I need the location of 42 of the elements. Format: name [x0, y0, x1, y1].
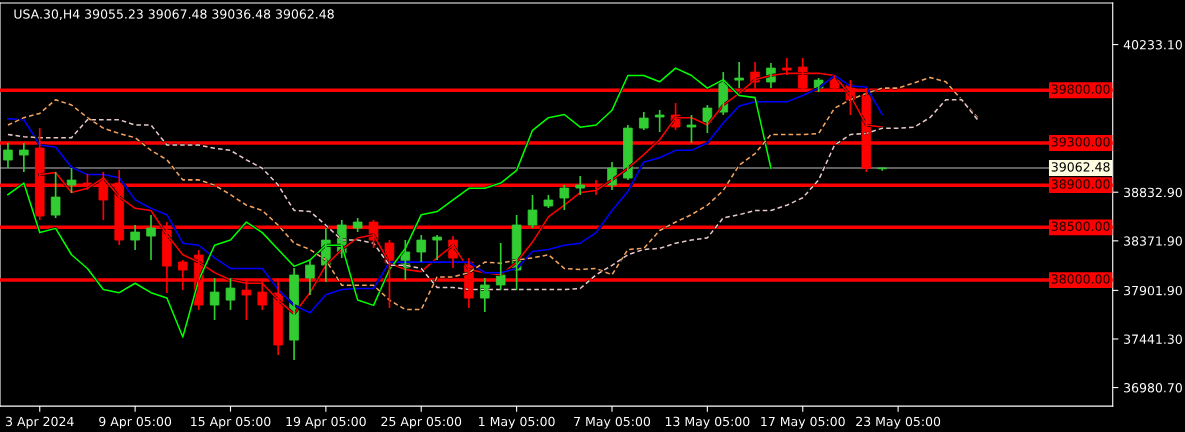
chart-title: USA.30,H4 39055.23 39067.48 39036.48 39062.48	[14, 9, 334, 21]
candlestick	[209, 277, 220, 321]
x-tick-label: 19 Apr 05:00	[286, 416, 366, 429]
y-tick-label: 37441.30	[1124, 334, 1182, 344]
x-tick-label: 9 Apr 05:00	[99, 416, 172, 429]
candlestick	[416, 234, 427, 263]
x-tick-label: 1 May 05:00	[479, 416, 555, 429]
x-tick-label: 7 May 05:00	[574, 416, 651, 429]
y-tick-label: 40233.10	[1123, 40, 1182, 50]
candlestick	[225, 277, 236, 311]
ref-line-label: 38900.00	[1051, 179, 1110, 189]
x-tick-label: 15 Apr 05:00	[191, 416, 271, 429]
y-tick-label: 38832.90	[1124, 187, 1182, 198]
candlestick	[559, 184, 570, 211]
candlestick	[50, 171, 61, 219]
y-tick-label: 38371.90	[1124, 236, 1182, 246]
candlestick	[3, 142, 13, 169]
x-tick-label: 23 May 05:00	[856, 416, 941, 429]
candlestick	[686, 114, 697, 144]
candlestick	[527, 194, 538, 229]
y-tick-label: 37901.90	[1124, 285, 1182, 296]
candlestick	[66, 167, 77, 194]
x-tick-label: 25 Apr 05:00	[381, 416, 462, 429]
ref-line-label: 39800.00	[1051, 84, 1110, 94]
x-tick-label: 17 May 05:00	[761, 416, 845, 429]
y-tick-label: 36980.70	[1124, 383, 1182, 393]
x-tick-label: 3 Apr 2024	[6, 416, 74, 429]
candlestick	[877, 166, 888, 172]
candlestick	[575, 175, 585, 196]
ref-line-label: 39062.48	[1051, 162, 1110, 172]
candlestick	[734, 61, 744, 89]
candlestick	[638, 111, 649, 131]
x-tick-label: 13 May 05:00	[665, 416, 750, 429]
candlestick	[432, 234, 442, 261]
candlestick	[146, 214, 156, 261]
ref-line-label: 38500.00	[1051, 221, 1110, 231]
ref-line-label: 39300.00	[1051, 137, 1110, 147]
candlestick	[130, 224, 140, 251]
candlestick	[19, 142, 29, 173]
candlestick	[654, 109, 665, 133]
ref-line-label: 38000.00	[1051, 274, 1110, 284]
candlestick	[305, 259, 315, 296]
